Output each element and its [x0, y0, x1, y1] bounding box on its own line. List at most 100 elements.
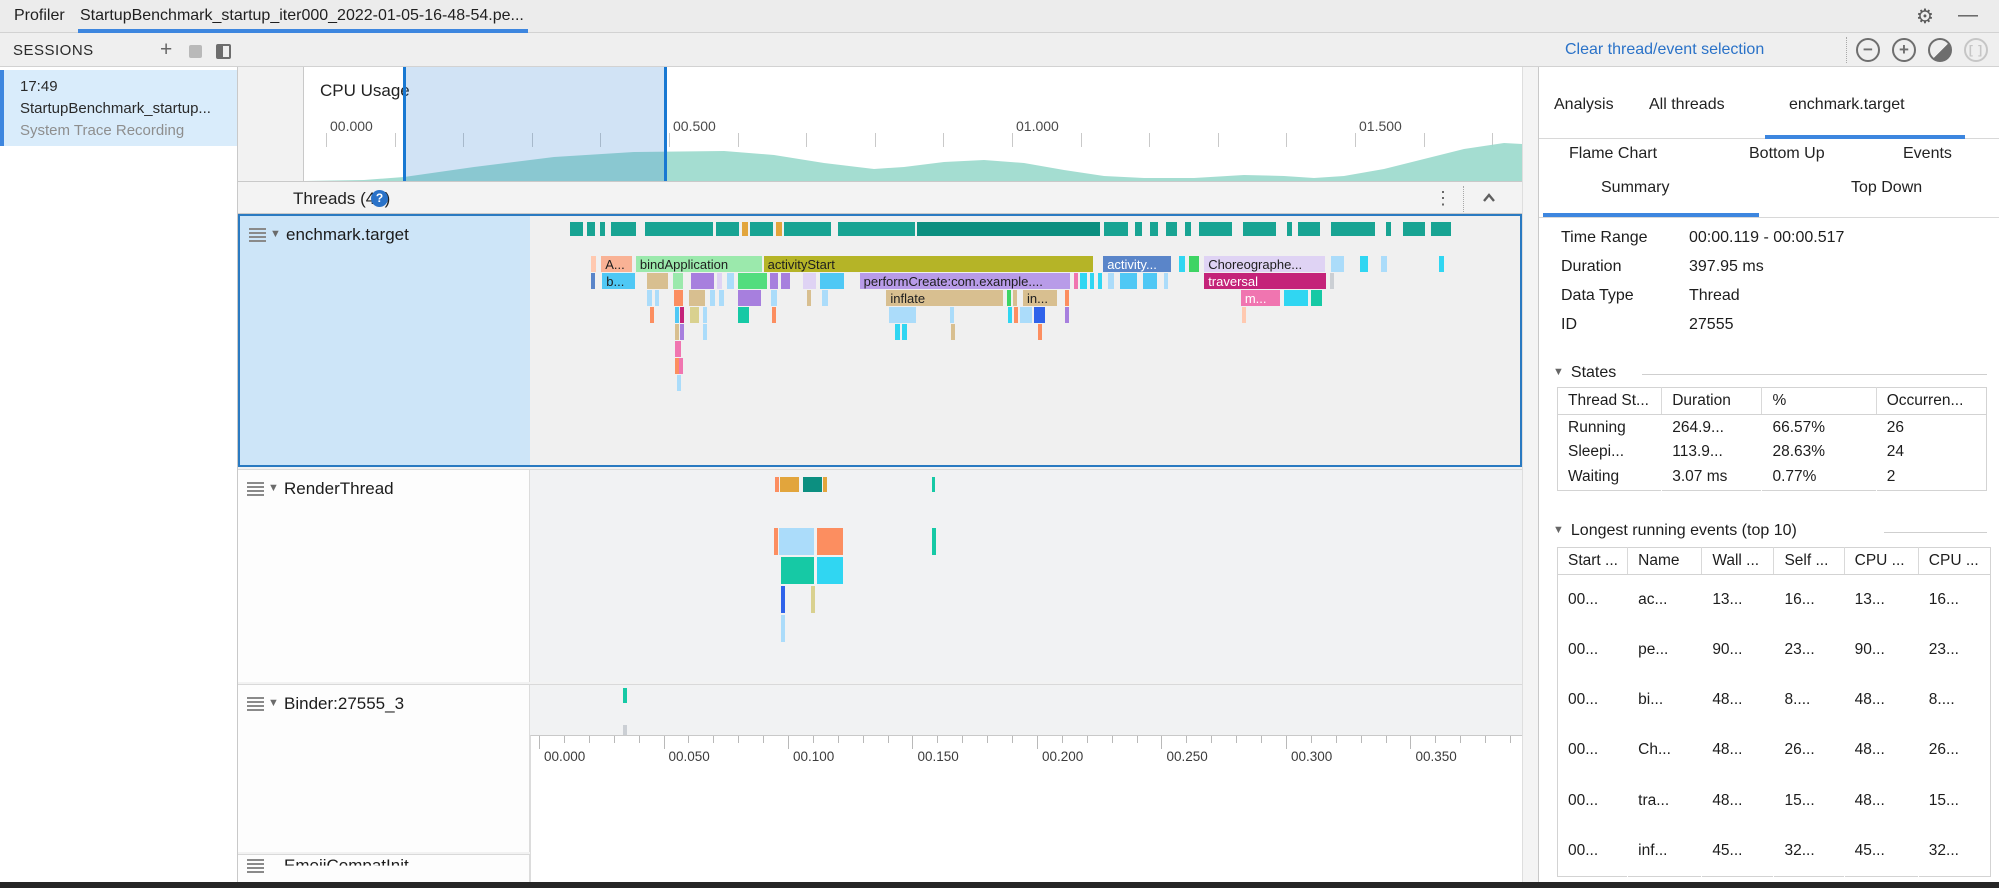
- trace-event[interactable]: [689, 290, 706, 306]
- trace-event[interactable]: [950, 324, 955, 340]
- tab-summary[interactable]: Summary: [1601, 179, 1670, 196]
- events-table-row[interactable]: 00... Ch... 48... 26... 48... 26...: [1558, 725, 1991, 775]
- settings-gear-icon[interactable]: ⚙: [1916, 6, 1934, 28]
- trace-event[interactable]: [591, 273, 596, 289]
- trace-event[interactable]: [680, 324, 685, 340]
- trace-event[interactable]: [1108, 273, 1115, 289]
- events-table-header-cell[interactable]: CPU ...: [1918, 547, 1991, 575]
- trace-event[interactable]: [895, 324, 901, 340]
- trace-event[interactable]: [1013, 290, 1018, 306]
- trace-event-a-[interactable]: A...: [601, 256, 632, 272]
- tab-bottom-up[interactable]: Bottom Up: [1749, 145, 1825, 162]
- events-table-row[interactable]: 00... pe... 90... 23... 90... 23...: [1558, 625, 1991, 675]
- trace-event[interactable]: [1020, 307, 1032, 323]
- trace-event[interactable]: [810, 586, 815, 613]
- trace-event-m-[interactable]: m...: [1240, 290, 1281, 306]
- events-table-row[interactable]: 00... tra... 48... 15... 48... 15...: [1558, 776, 1991, 826]
- trace-event[interactable]: [1120, 273, 1137, 289]
- trace-event[interactable]: [703, 307, 708, 323]
- trace-event[interactable]: [737, 273, 767, 289]
- tab-top-down[interactable]: Top Down: [1851, 179, 1923, 196]
- vertical-scrollbar[interactable]: [1522, 67, 1538, 882]
- zoom-in-icon[interactable]: +: [1892, 38, 1916, 62]
- trace-event[interactable]: [1033, 307, 1045, 323]
- trace-event[interactable]: [1284, 290, 1309, 306]
- trace-event[interactable]: [673, 290, 684, 306]
- trace-event[interactable]: [1330, 256, 1344, 272]
- trace-event[interactable]: [690, 307, 700, 323]
- events-table-row[interactable]: 00... ac... 13... 16... 13... 16...: [1558, 575, 1991, 626]
- trace-event[interactable]: [1090, 273, 1095, 289]
- events-table-header-cell[interactable]: Start ...: [1557, 547, 1629, 575]
- trace-event[interactable]: [770, 290, 777, 306]
- trace-event-activity-[interactable]: activity...: [1103, 256, 1171, 272]
- trace-event[interactable]: [902, 324, 908, 340]
- tab-trace-file[interactable]: StartupBenchmark_startup_iter000_2022-01…: [80, 7, 524, 24]
- states-table-header-cell[interactable]: Thread St...: [1557, 387, 1663, 415]
- trace-event[interactable]: [822, 290, 828, 306]
- trace-event[interactable]: [1179, 256, 1186, 272]
- trace-event[interactable]: [803, 273, 817, 289]
- thread-track-label[interactable]: ▼ Binder:27555_3: [238, 685, 530, 852]
- trace-event[interactable]: [646, 290, 652, 306]
- trace-event[interactable]: [680, 307, 685, 323]
- states-table-row[interactable]: Running 264.9... 66.57% 26: [1558, 415, 1987, 441]
- trace-event[interactable]: [780, 586, 785, 613]
- expand-triangle-icon[interactable]: ▼: [270, 228, 281, 240]
- session-entry[interactable]: 17:49 StartupBenchmark_startup... System…: [0, 70, 237, 146]
- trace-event[interactable]: [727, 273, 734, 289]
- add-session-icon[interactable]: +: [160, 38, 173, 61]
- trace-event[interactable]: [679, 358, 684, 374]
- trace-event[interactable]: [816, 557, 844, 584]
- trace-event[interactable]: [780, 557, 814, 584]
- trace-event[interactable]: [889, 307, 917, 323]
- drag-handle-icon[interactable]: [247, 482, 264, 496]
- chevron-up-icon[interactable]: [1482, 191, 1496, 205]
- trace-event[interactable]: [1189, 256, 1200, 272]
- tab-analysis[interactable]: Analysis: [1554, 96, 1614, 113]
- events-table-header-cell[interactable]: CPU ...: [1844, 547, 1919, 575]
- thread-track-label[interactable]: ▼ RenderThread: [238, 470, 530, 682]
- trace-event[interactable]: [1438, 256, 1444, 272]
- trace-event[interactable]: [691, 273, 715, 289]
- states-table-row[interactable]: Waiting 3.07 ms 0.77% 2: [1558, 465, 1987, 491]
- tab-events[interactable]: Events: [1903, 145, 1952, 162]
- trace-event[interactable]: [820, 273, 844, 289]
- trace-event[interactable]: [771, 307, 776, 323]
- trace-event[interactable]: [769, 273, 779, 289]
- trace-event[interactable]: [1080, 273, 1088, 289]
- minimize-icon[interactable]: —: [1958, 4, 1978, 26]
- trace-event[interactable]: [781, 273, 791, 289]
- trace-event[interactable]: [1037, 324, 1042, 340]
- trace-event[interactable]: [646, 273, 668, 289]
- cpu-usage-track[interactable]: CPU Usage 00.000 00.500 01.000 01.500: [303, 67, 1522, 181]
- states-table-row[interactable]: Sleepi... 113.9... 28.63% 24: [1558, 440, 1987, 465]
- events-table-row[interactable]: 00... bi... 48... 8.... 48... 8....: [1558, 675, 1991, 725]
- trace-event[interactable]: [816, 528, 844, 555]
- trace-event[interactable]: [672, 273, 684, 289]
- trace-event[interactable]: [674, 307, 680, 323]
- trace-event[interactable]: [1008, 307, 1013, 323]
- drag-handle-icon[interactable]: [249, 228, 266, 242]
- trace-event[interactable]: [1311, 290, 1322, 306]
- trace-event[interactable]: [674, 341, 682, 357]
- trace-event[interactable]: [1064, 290, 1069, 306]
- trace-event[interactable]: [1381, 256, 1388, 272]
- trace-event-b-[interactable]: b...: [602, 273, 635, 289]
- drag-handle-icon[interactable]: [247, 859, 264, 873]
- trace-event[interactable]: [931, 528, 936, 555]
- events-table-header-cell[interactable]: Wall ...: [1701, 547, 1775, 575]
- states-table-header-cell[interactable]: Occurren...: [1876, 387, 1987, 415]
- tab-all-threads[interactable]: All threads: [1649, 96, 1725, 113]
- trace-event[interactable]: [676, 375, 681, 391]
- trace-event[interactable]: [1073, 273, 1078, 289]
- events-section-header[interactable]: ▼ Longest running events (top 10): [1553, 522, 1797, 539]
- trace-event[interactable]: [1064, 307, 1069, 323]
- timeline-selection-range[interactable]: [403, 67, 667, 181]
- trace-event[interactable]: [1014, 307, 1019, 323]
- kebab-menu-icon[interactable]: ⋮: [1434, 188, 1452, 208]
- help-icon[interactable]: ?: [371, 190, 388, 207]
- clear-thread-event-selection-link[interactable]: Clear thread/event selection: [1565, 41, 1765, 58]
- tab-enchmark-target[interactable]: enchmark.target: [1789, 96, 1905, 113]
- trace-event[interactable]: [649, 307, 654, 323]
